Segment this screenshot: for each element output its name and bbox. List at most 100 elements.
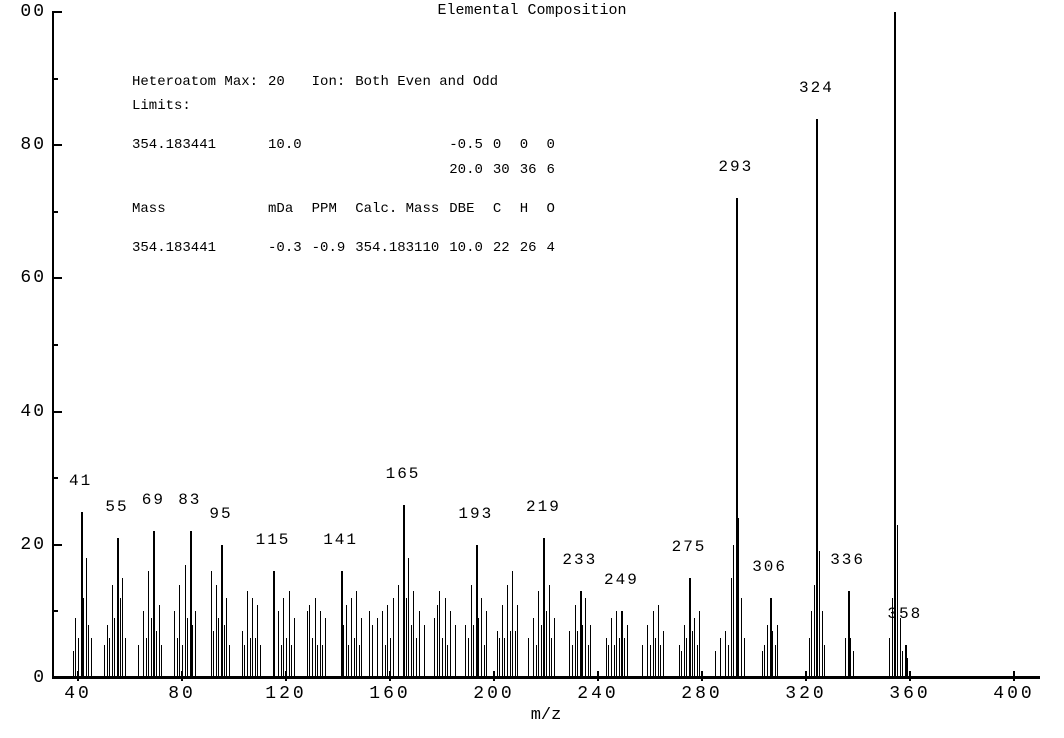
hdr-mda: mDa xyxy=(268,197,312,222)
spectrum-bar xyxy=(853,651,854,678)
x-tick-label: 200 xyxy=(473,684,514,704)
spectrum-bar xyxy=(528,638,529,678)
spectrum-bar xyxy=(398,585,399,678)
spectrum-bar xyxy=(481,598,482,678)
spectrum-bar xyxy=(356,591,357,678)
spectrum-bar xyxy=(777,625,778,678)
spectrum-bar xyxy=(278,611,279,678)
spectrum-bar xyxy=(120,598,121,678)
y-tick xyxy=(52,144,62,146)
spectrum-bar xyxy=(224,625,225,678)
x-tick-label: 280 xyxy=(681,684,722,704)
spectrum-bar xyxy=(351,598,352,678)
x-tick xyxy=(805,671,807,681)
spectrum-bar xyxy=(317,645,318,678)
spectrum-bar xyxy=(294,618,295,678)
spectrum-bar xyxy=(257,605,258,678)
spectrum-bar xyxy=(775,645,776,678)
peak-label: 324 xyxy=(799,79,834,97)
peak-label: 141 xyxy=(323,531,358,549)
spectrum-bar xyxy=(541,625,542,678)
hdr-dbe: DBE xyxy=(449,197,493,222)
x-tick xyxy=(701,671,703,681)
spectrum-bar xyxy=(309,605,310,678)
limits-dbe-hi: 20.0 xyxy=(449,158,493,183)
spectrum-bar xyxy=(606,638,607,678)
spectrum-bar xyxy=(450,611,451,678)
peak-label: 83 xyxy=(178,491,201,509)
spectrum-bar xyxy=(177,638,178,678)
spectrum-bar xyxy=(250,638,251,678)
y-tick-label: 40 xyxy=(20,402,46,422)
peak-label: 115 xyxy=(256,531,291,549)
spectrum-bar xyxy=(75,618,76,678)
spectrum-bar xyxy=(551,638,552,678)
spectrum-bar xyxy=(213,631,214,678)
hdr-calc: Calc. Mass xyxy=(355,197,449,222)
spectrum-bar xyxy=(73,651,74,678)
spectrum-peak xyxy=(341,571,343,678)
spectrum-peak xyxy=(117,538,119,678)
spectrum-bar xyxy=(684,625,685,678)
x-tick-label: 240 xyxy=(577,684,618,704)
spectrum-bar xyxy=(572,645,573,678)
spectrum-bar xyxy=(907,658,908,678)
spectrum-bar xyxy=(647,625,648,678)
val-c: 22 xyxy=(493,236,520,261)
peak-label: 249 xyxy=(604,571,639,589)
spectrum-bar xyxy=(650,645,651,678)
spectrum-bar xyxy=(122,578,123,678)
spectrum-peak xyxy=(403,505,405,678)
peak-label: 69 xyxy=(142,491,165,509)
spectrum-bar xyxy=(361,618,362,678)
spectrum-bar xyxy=(471,585,472,678)
x-axis-label: m/z xyxy=(531,706,562,725)
spectrum-bar xyxy=(484,645,485,678)
spectrum-bar xyxy=(382,611,383,678)
spectrum-bar xyxy=(699,611,700,678)
spectrum-bar xyxy=(819,551,820,678)
spectrum-bar xyxy=(731,578,732,678)
val-mass: 354.183441 xyxy=(132,236,268,261)
spectrum-bar xyxy=(359,645,360,678)
spectrum-bar xyxy=(510,631,511,678)
spectrum-peak xyxy=(580,591,582,678)
spectrum-bar xyxy=(809,638,810,678)
spectrum-bar xyxy=(772,631,773,678)
spectrum-bar xyxy=(413,591,414,678)
spectrum-peak xyxy=(153,531,155,678)
spectrum-bar xyxy=(619,638,620,678)
spectrum-bar xyxy=(346,605,347,678)
spectrum-bar xyxy=(814,585,815,678)
x-tick xyxy=(493,671,495,681)
spectrum-bar xyxy=(554,618,555,678)
spectrum-bar xyxy=(733,545,734,678)
spectrum-bar xyxy=(161,645,162,678)
spectrum-peak xyxy=(190,531,192,678)
hdr-ppm: PPM xyxy=(312,197,356,222)
spectrum-bar xyxy=(216,585,217,678)
spectrum-bar xyxy=(354,638,355,678)
spectrum-bar xyxy=(244,645,245,678)
spectrum-bar xyxy=(242,631,243,678)
spectrum-bar xyxy=(255,638,256,678)
spectrum-bar xyxy=(569,631,570,678)
x-tick-label: 400 xyxy=(993,684,1034,704)
spectrum-peak xyxy=(848,591,850,678)
x-tick-label: 360 xyxy=(889,684,930,704)
y-tick xyxy=(52,677,62,679)
spectrum-bar xyxy=(377,618,378,678)
y-tick xyxy=(52,411,62,413)
spectrum-bar xyxy=(902,651,903,678)
spectrum-bar xyxy=(390,638,391,678)
spectrum-bar xyxy=(681,651,682,678)
spectrum-bar xyxy=(725,631,726,678)
spectrum-bar xyxy=(767,625,768,678)
spectrum-bar xyxy=(315,598,316,678)
spectrum-bar xyxy=(653,611,654,678)
ion-value: Both Even and Odd xyxy=(355,70,565,95)
spectrum-bar xyxy=(611,618,612,678)
y-tick-minor xyxy=(52,211,58,213)
spectrum-bar xyxy=(112,585,113,678)
spectrum-bar xyxy=(465,625,466,678)
